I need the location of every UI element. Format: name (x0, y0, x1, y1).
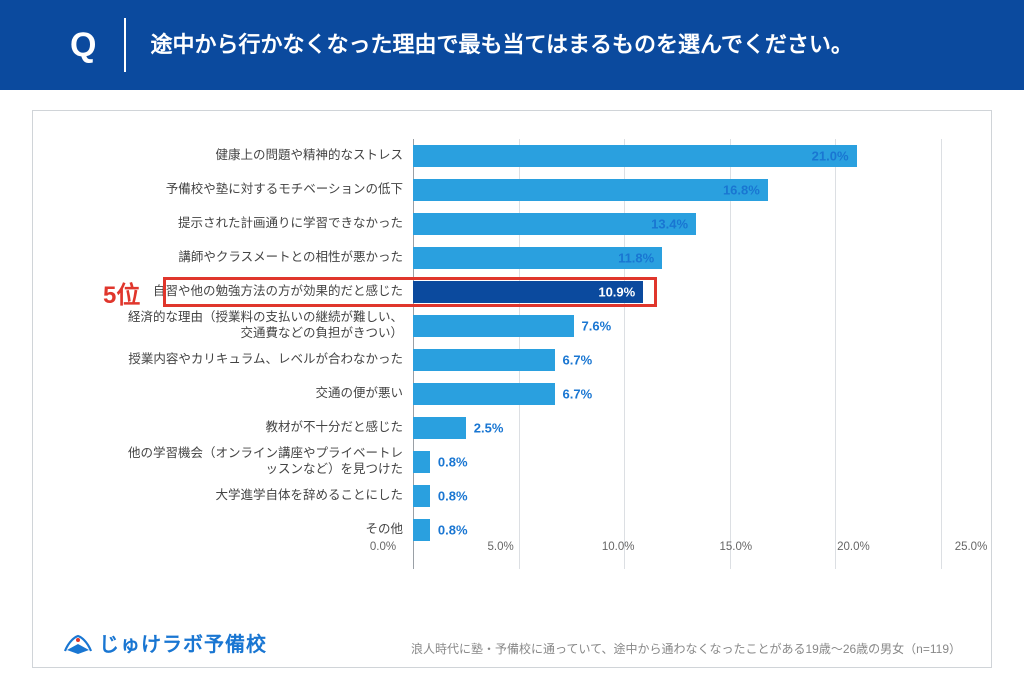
bar-category-label: 講師やクラスメートとの相性が悪かった (63, 250, 413, 266)
bar-category-label: 交通の便が悪い (63, 386, 413, 402)
bar (413, 519, 430, 541)
bar (413, 485, 430, 507)
bar-track: 16.8% (413, 179, 941, 201)
bar-category-label: 教材が不十分だと感じた (63, 420, 413, 436)
bar-row: 健康上の問題や精神的なストレス 21.0% (63, 145, 941, 167)
bar-track: 7.6% (413, 315, 941, 337)
bar-row: 大学進学自体を辞めることにした 0.8% (63, 485, 941, 507)
bar-track: 10.9% (413, 281, 941, 303)
x-axis-ticks: 0.0%5.0%10.0%15.0%20.0%25.0% (383, 541, 971, 559)
bar-value-label: 11.8% (618, 251, 654, 266)
bar-row: 自習や他の勉強方法の方が効果的だと感じた10.9% (63, 281, 941, 303)
x-tick-label: 5.0% (487, 541, 513, 553)
gridline (941, 139, 942, 569)
brand-logo-icon (63, 630, 93, 656)
bar-value-label: 2.5% (474, 421, 504, 436)
bar-value-label: 0.8% (438, 489, 468, 504)
bar-track: 0.8% (413, 485, 941, 507)
bar-track: 21.0% (413, 145, 941, 167)
bar-category-label: 提示された計画通りに学習できなかった (63, 216, 413, 232)
bar-track: 11.8% (413, 247, 941, 269)
bar-value-label: 21.0% (812, 149, 849, 164)
bar-row: 講師やクラスメートとの相性が悪かった 11.8% (63, 247, 941, 269)
bar-value-label: 6.7% (563, 353, 593, 368)
bar-row: 他の学習機会（オンライン講座やプライベートレ ッスンなど）を見つけた0.8% (63, 451, 941, 473)
bar-row: 予備校や塾に対するモチベーションの低下 16.8% (63, 179, 941, 201)
bar-track: 0.8% (413, 451, 941, 473)
bar-value-label: 13.4% (651, 217, 688, 232)
question-text: 途中から行かなくなった理由で最も当てはまるものを選んでください。 (126, 30, 852, 60)
x-tick-label: 10.0% (602, 541, 635, 553)
bar (413, 315, 574, 337)
bar-category-label: 健康上の問題や精神的なストレス (63, 148, 413, 164)
sample-note: 浪人時代に塾・予備校に通っていて、途中から通わなくなったことがある19歳～26歳… (411, 640, 961, 657)
chart-panel: 健康上の問題や精神的なストレス 21.0% 予備校や塾に対するモチベーションの低下 1… (32, 110, 992, 668)
bar-row: 交通の便が悪い 6.7% (63, 383, 941, 405)
bar-track: 13.4% (413, 213, 941, 235)
bar-row: 教材が不十分だと感じた 2.5% (63, 417, 941, 439)
bar-value-label: 0.8% (438, 455, 468, 470)
bar-category-label: その他 (63, 522, 413, 538)
bar-value-label: 6.7% (563, 387, 593, 402)
bar-row: その他 0.8% (63, 519, 941, 541)
bar-value-label: 7.6% (582, 319, 612, 334)
bar (413, 145, 857, 167)
bar (413, 179, 768, 201)
brand-name: じゅけラボ予備校 (99, 628, 267, 657)
bar-category-label: 他の学習機会（オンライン講座やプライベートレ ッスンなど）を見つけた (63, 446, 413, 477)
question-header: Q 途中から行かなくなった理由で最も当てはまるものを選んでください。 (0, 0, 1024, 90)
bar-category-label: 経済的な理由（授業料の支払いの継続が難しい、 交通費などの負担がきつい） (63, 310, 413, 341)
bar-value-label: 16.8% (723, 183, 760, 198)
bar-row: 提示された計画通りに学習できなかった 13.4% (63, 213, 941, 235)
bar-track: 6.7% (413, 349, 941, 371)
bar-category-label: 授業内容やカリキュラム、レベルが合わなかった (63, 352, 413, 368)
bar (413, 417, 466, 439)
bar-value-label: 0.8% (438, 523, 468, 538)
bar-value-label: 10.9% (598, 285, 635, 300)
bar-row: 授業内容やカリキュラム、レベルが合わなかった 6.7% (63, 349, 941, 371)
bar-category-label: 予備校や塾に対するモチベーションの低下 (63, 182, 413, 198)
bar (413, 451, 430, 473)
brand: じゅけラボ予備校 (63, 628, 267, 657)
q-mark: Q (70, 18, 126, 72)
x-tick-label: 15.0% (719, 541, 752, 553)
bar-row: 経済的な理由（授業料の支払いの継続が難しい、 交通費などの負担がきつい）7.6% (63, 315, 941, 337)
rank-badge: 5位 (103, 275, 140, 310)
x-tick-label: 0.0% (370, 541, 396, 553)
bar (413, 383, 555, 405)
bar-track: 0.8% (413, 519, 941, 541)
chart-body: 健康上の問題や精神的なストレス 21.0% 予備校や塾に対するモチベーションの低下 1… (63, 139, 961, 569)
x-tick-label: 20.0% (837, 541, 870, 553)
bar (413, 349, 555, 371)
bar-category-label: 大学進学自体を辞めることにした (63, 488, 413, 504)
bar-track: 6.7% (413, 383, 941, 405)
x-tick-label: 25.0% (955, 541, 988, 553)
bar-track: 2.5% (413, 417, 941, 439)
